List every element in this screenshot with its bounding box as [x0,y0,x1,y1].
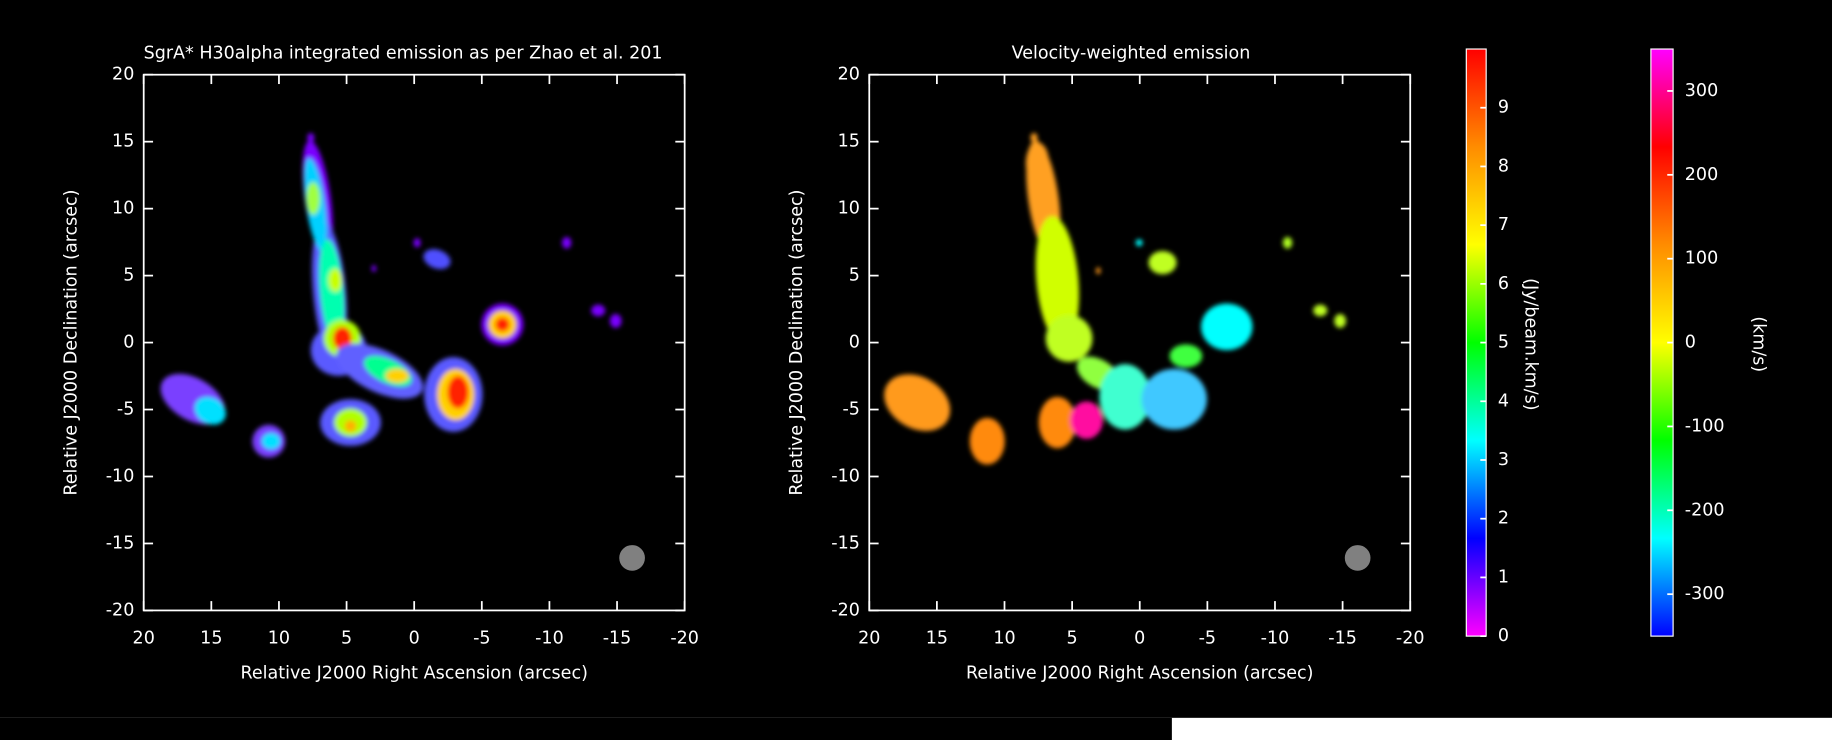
emission-blob [447,376,468,409]
emission-blob [1141,369,1206,430]
x-tick-label: 10 [268,628,290,648]
emission-blob [1283,237,1292,249]
colorbar-tick-label: -200 [1685,500,1725,520]
y-tick-label: -5 [842,400,859,420]
page: {"chart_data": [ {"type": "image", "titl… [0,0,1832,740]
colorbar-tick-label: 6 [1498,274,1509,294]
emission-blob [1070,402,1103,439]
colorbar-tick-label: 8 [1498,156,1509,176]
y-tick-label: -10 [831,467,860,487]
y-tick-label: 0 [849,333,860,353]
x-tick-label: 15 [200,628,222,648]
y-tick-label: -15 [831,533,860,553]
emission-blob [306,182,320,215]
emission-blob [1149,251,1177,274]
y-tick-label: 0 [123,333,134,353]
emission-blob [610,314,622,328]
emission-blob [1201,303,1252,350]
colorbar-tick-label: 7 [1498,215,1509,235]
x-tick-label: -5 [473,628,490,648]
x-tick-label: -20 [670,628,699,648]
x-tick-label: -10 [1261,628,1290,648]
y-tick-label: -20 [831,600,860,620]
emission-blob [1136,239,1143,246]
chart-title: Velocity-weighted emission [1012,44,1251,64]
emission-blob [1170,344,1203,367]
y-tick-label: -10 [106,467,135,487]
emission-blob [372,265,377,272]
emission-blob [1026,142,1049,184]
colorbar-label: (Jy/beam.km/s) [1521,278,1541,410]
emission-blob [1031,133,1038,142]
colorbar-tick-label: 300 [1685,81,1718,101]
colorbar-tick-label: 1 [1498,567,1509,587]
x-tick-label: -20 [1396,628,1425,648]
y-axis-label: Relative J2000 Declination (arcsec) [61,190,81,496]
colorbar-tick-label: 100 [1685,249,1718,269]
emission-blob [345,420,357,432]
colorbar-tick-label: -300 [1685,584,1725,604]
y-tick-label: -15 [106,533,135,553]
y-axis-label: Relative J2000 Declination (arcsec) [787,190,807,496]
colorbar-tick-label: 0 [1685,333,1696,353]
x-tick-label: 20 [858,628,880,648]
x-tick-label: -5 [1199,628,1216,648]
emission-blob [328,268,342,291]
colorbar-tick-label: 3 [1498,450,1509,470]
colorbar-tick-label: 5 [1498,333,1509,353]
y-tick-label: 10 [838,199,860,219]
colorbar-tick-label: 9 [1498,98,1509,118]
colorbar-tick-label: 4 [1498,391,1509,411]
emission-blob [386,369,409,383]
y-tick-label: 20 [838,65,860,85]
y-tick-label: 5 [849,266,860,286]
emission-blob [1096,267,1101,274]
colorbar-label: (km/s) [1748,316,1768,372]
canvas-strip [0,718,1172,740]
x-tick-label: 15 [926,628,948,648]
beam [1345,545,1371,571]
x-tick-label: 10 [993,628,1015,648]
beam [619,545,645,571]
colorbar-tick-label: 2 [1498,509,1509,529]
chart-title: SgrA* H30alpha integrated emission as pe… [144,44,663,64]
emission-blob [1046,315,1093,362]
emission-blob [591,305,605,317]
x-tick-label: 0 [409,628,420,648]
emission-blob [262,433,281,449]
emission-blob [1313,305,1327,317]
x-tick-label: 20 [133,628,155,648]
x-tick-label: 5 [1067,628,1078,648]
x-tick-label: 5 [341,628,352,648]
x-tick-label: 0 [1134,628,1145,648]
colorbar-tick-label: 0 [1498,626,1509,646]
viewer: 20151050-5-10-15-20-20-15-10-505101520Sg… [0,0,1832,740]
y-tick-label: 15 [838,132,860,152]
y-tick-label: 10 [112,199,134,219]
emission-blob [562,237,571,249]
y-tick-label: 15 [112,132,134,152]
emission-blob [307,133,314,142]
emission-blob [414,238,421,247]
y-tick-label: 20 [112,65,134,85]
x-tick-label: -15 [603,628,632,648]
y-tick-label: 5 [123,266,134,286]
x-axis-label: Relative J2000 Right Ascension (arcsec) [966,663,1313,683]
colorbar-tick-label: -100 [1685,416,1725,436]
emission-blob [1334,314,1346,328]
y-tick-label: -5 [117,400,134,420]
emission-blob [495,317,509,331]
x-tick-label: -10 [535,628,564,648]
x-axis-label: Relative J2000 Right Ascension (arcsec) [240,663,587,683]
x-tick-label: -15 [1328,628,1357,648]
y-tick-label: -20 [106,600,135,620]
emission-blob [970,418,1005,465]
colorbar-tick-label: 200 [1685,165,1718,185]
